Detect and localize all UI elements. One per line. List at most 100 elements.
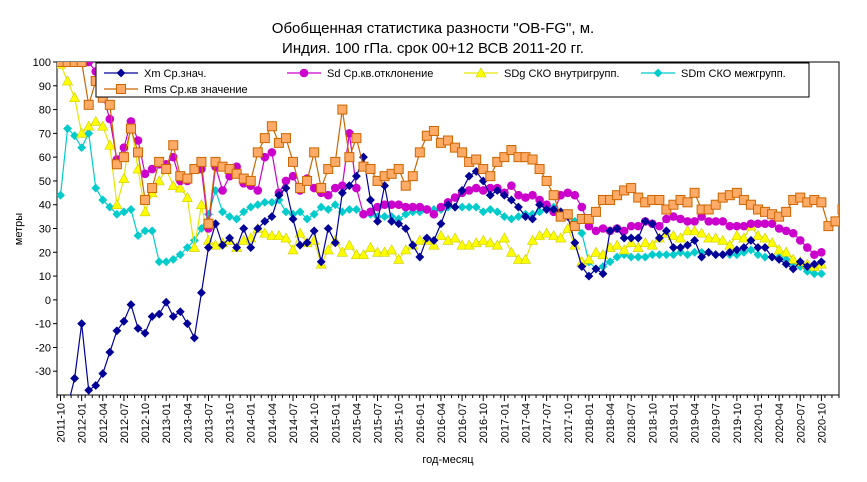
data-point xyxy=(373,216,382,226)
data-point xyxy=(323,224,333,233)
data-point xyxy=(239,224,249,233)
data-point xyxy=(126,205,136,214)
data-point xyxy=(781,206,792,217)
x-axis-ticks: 2011-10 2012-01 2012-04 2012-07 2012-10 2013-… xyxy=(56,395,840,443)
y-tick-label: 70 xyxy=(39,128,51,140)
data-point xyxy=(753,250,763,260)
data-point xyxy=(175,307,185,317)
data-point xyxy=(626,233,636,243)
data-point xyxy=(330,156,341,167)
data-point xyxy=(753,243,763,252)
legend-label: SDm СКО межгрупп. xyxy=(681,68,786,80)
legend-box xyxy=(95,62,810,98)
data-point xyxy=(366,195,375,205)
y-tick-label: 20 xyxy=(39,247,51,259)
x-tick-label: 2016-07 xyxy=(457,403,469,443)
data-point xyxy=(288,214,298,224)
data-point xyxy=(725,247,735,257)
data-point xyxy=(161,297,171,307)
data-point xyxy=(640,252,650,262)
data-point xyxy=(147,183,158,194)
chart-title-line-1: Обобщенная статистика разности "OB-FG", … xyxy=(272,20,594,37)
data-point xyxy=(267,212,277,222)
x-tick-label: 2013-10 xyxy=(225,403,237,443)
y-tick-label: 60 xyxy=(39,152,51,164)
x-tick-label: 2019-04 xyxy=(690,403,702,443)
data-point xyxy=(189,333,199,343)
data-point xyxy=(161,257,171,267)
legend-item-2: SDg СКО внутригрупп. xyxy=(464,67,620,80)
data-point xyxy=(76,127,88,138)
data-point xyxy=(105,202,115,212)
data-point xyxy=(655,221,664,231)
data-point xyxy=(633,252,643,262)
data-point xyxy=(457,147,468,158)
x-tick-label: 2014-07 xyxy=(288,403,300,443)
data-point xyxy=(577,202,587,212)
data-point xyxy=(569,221,580,232)
data-point xyxy=(133,147,144,158)
data-point xyxy=(63,124,72,134)
data-point xyxy=(773,244,785,255)
data-point xyxy=(682,197,693,208)
data-point xyxy=(669,243,678,252)
data-point xyxy=(309,147,320,158)
data-point xyxy=(809,259,819,269)
data-point xyxy=(859,229,867,238)
series-4 xyxy=(57,62,867,238)
data-point xyxy=(84,128,94,138)
data-point xyxy=(351,133,362,144)
data-point xyxy=(555,232,567,243)
data-point xyxy=(181,191,193,202)
data-point xyxy=(507,181,516,190)
data-point xyxy=(364,241,377,252)
data-point xyxy=(118,172,130,183)
data-point xyxy=(133,231,143,241)
data-point xyxy=(154,156,165,167)
data-point xyxy=(337,104,348,115)
data-point xyxy=(246,202,256,212)
legend: Xm Ср.знач. Sd Ср.кв.отклонение SDg СКО вн… xyxy=(95,62,810,98)
data-point xyxy=(90,115,102,126)
data-point xyxy=(626,252,636,262)
data-point xyxy=(718,250,728,260)
data-point xyxy=(436,219,446,229)
data-point xyxy=(485,190,495,200)
x-tick-label: 2011-10 xyxy=(56,403,68,443)
data-point xyxy=(787,253,799,264)
data-point xyxy=(781,259,791,269)
data-point xyxy=(380,212,390,222)
data-point xyxy=(407,171,418,182)
x-axis-label: год-месяц xyxy=(422,454,474,466)
data-point xyxy=(654,250,664,260)
data-point xyxy=(225,212,235,222)
data-point xyxy=(266,121,277,132)
data-point xyxy=(57,190,65,200)
y-tick-label: 50 xyxy=(39,176,51,188)
data-point xyxy=(267,197,277,207)
data-point xyxy=(428,125,439,136)
data-point xyxy=(295,183,306,194)
data-point xyxy=(521,212,530,222)
data-point xyxy=(168,312,178,321)
data-point xyxy=(542,205,552,214)
legend-marker xyxy=(653,68,663,78)
x-tick-label: 2012-01 xyxy=(77,403,89,443)
data-point xyxy=(584,271,594,281)
data-point xyxy=(435,230,447,240)
data-point xyxy=(492,186,502,195)
x-tick-label: 2013-01 xyxy=(161,403,173,443)
data-point xyxy=(133,323,143,333)
x-tick-label: 2012-10 xyxy=(140,403,152,443)
data-point xyxy=(175,250,185,260)
data-point xyxy=(239,207,249,217)
data-point xyxy=(337,188,347,198)
data-point xyxy=(746,245,756,255)
data-point xyxy=(457,202,467,212)
data-point xyxy=(669,250,678,260)
data-point xyxy=(612,252,622,262)
data-point xyxy=(661,250,671,260)
data-point xyxy=(70,373,80,383)
data-point xyxy=(491,239,503,250)
data-point xyxy=(514,202,523,212)
